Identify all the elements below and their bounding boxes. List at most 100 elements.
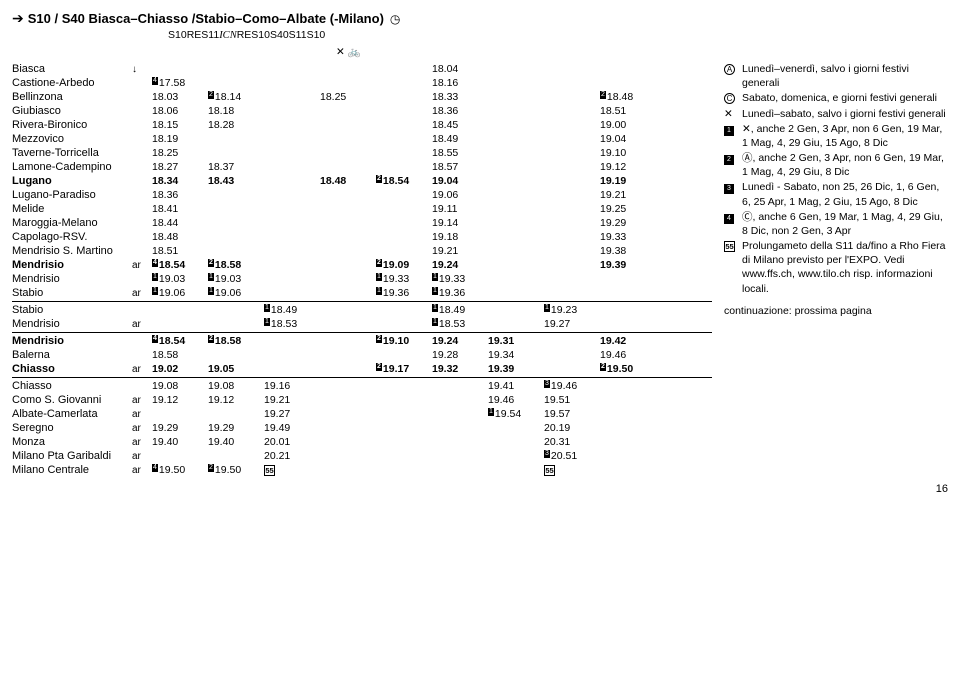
time-cell: 119.06 <box>208 287 264 299</box>
note-line: ✕Lunedì–sabato, salvo i giorni festivi g… <box>724 107 948 121</box>
time-cell: 219.09 <box>376 259 432 271</box>
time-cell: 119.36 <box>376 287 432 299</box>
station-name: Castione-Arbedo <box>12 77 132 89</box>
table-row: Stabio118.49118.49119.23 <box>12 303 712 317</box>
divider <box>12 377 712 378</box>
time-cell: 19.40 <box>152 436 208 448</box>
time-cell: 218.14 <box>208 91 264 103</box>
time-cell: 19.32 <box>432 363 488 375</box>
time-cell: 219.17 <box>376 363 432 375</box>
time-cell: 19.12 <box>152 394 208 406</box>
time-cell: 19.00 <box>600 119 656 131</box>
header: ➔ S10 / S40 Biasca–Chiasso /Stabio–Como–… <box>12 10 948 27</box>
note-text: Lunedì - Sabato, non 25, 26 Dic, 1, 6 Ge… <box>742 180 948 208</box>
time-cell: 18.04 <box>432 63 488 75</box>
time-cell: 19.39 <box>488 363 544 375</box>
time-cell: 19.04 <box>600 133 656 145</box>
station-name: Rivera-Bironico <box>12 119 132 131</box>
station-name: Chiasso <box>12 380 132 392</box>
time-cell: 18.03 <box>152 91 208 103</box>
arrival-marker: ar <box>132 465 152 476</box>
note-symbol: 2 <box>724 151 742 179</box>
time-cell: 19.27 <box>264 408 320 420</box>
time-cell: 19.29 <box>208 422 264 434</box>
service-label: S10 <box>307 29 326 41</box>
arrival-marker: ar <box>132 423 152 434</box>
time-cell: 19.08 <box>152 380 208 392</box>
arrival-marker: ↓ <box>132 64 152 75</box>
station-name: Mendrisio <box>12 259 132 271</box>
time-cell: 19.05 <box>208 363 264 375</box>
time-cell: 19.24 <box>432 335 488 347</box>
note-symbol: A <box>724 62 742 90</box>
table-row: Como S. Giovanniar19.1219.1219.2119.4619… <box>12 393 712 407</box>
note-symbol: 4 <box>724 210 742 238</box>
time-cell: 18.15 <box>152 119 208 131</box>
continuation-text: continuazione: prossima pagina <box>724 304 948 318</box>
time-cell: 18.58 <box>152 349 208 361</box>
time-cell: 18.34 <box>152 175 208 187</box>
table-row: Chiassoar19.0219.05219.1719.3219.39219.5… <box>12 362 712 376</box>
time-cell: 19.46 <box>488 394 544 406</box>
time-cell: 20.31 <box>544 436 600 448</box>
time-cell: 19.51 <box>544 394 600 406</box>
station-name: Stabio <box>12 304 132 316</box>
table-row: Mendrisioar118.53118.5319.27 <box>12 317 712 331</box>
time-cell: 19.25 <box>600 203 656 215</box>
table-row: Milano Centralear419.50219.505555 <box>12 463 712 477</box>
time-cell: 417.58 <box>152 77 208 89</box>
time-cell: 55 <box>264 464 320 476</box>
symbols-row: ✕ 🚲 <box>28 45 948 58</box>
table-row: Castione-Arbedo417.5818.16 <box>12 76 712 90</box>
station-name: Albate-Camerlata <box>12 408 132 420</box>
station-name: Lugano-Paradiso <box>12 189 132 201</box>
service-label: RE <box>187 29 202 41</box>
time-cell: 18.51 <box>152 245 208 257</box>
service-label: S10 <box>168 29 187 41</box>
time-cell: 19.21 <box>600 189 656 201</box>
table-row: Capolago-RSV.18.4819.1819.33 <box>12 230 712 244</box>
time-cell: 19.31 <box>488 335 544 347</box>
time-cell: 19.42 <box>600 335 656 347</box>
station-name: Chiasso <box>12 363 132 375</box>
time-cell: 18.41 <box>152 203 208 215</box>
station-name: Lugano <box>12 175 132 187</box>
note-text: ✕, anche 2 Gen, 3 Apr, non 6 Gen, 19 Mar… <box>742 122 948 150</box>
table-row: Albate-Camerlataar19.27119.5419.57 <box>12 407 712 421</box>
time-cell: 19.41 <box>488 380 544 392</box>
time-cell: 19.06 <box>432 189 488 201</box>
station-name: Mendrisio <box>12 318 132 330</box>
table-row: Seregnoar19.2919.2919.4920.19 <box>12 421 712 435</box>
time-cell: 19.12 <box>600 161 656 173</box>
note-symbol: 55 <box>724 239 742 296</box>
note-symbol: 1 <box>724 122 742 150</box>
note-text: Lunedì–venerdì, salvo i giorni festivi g… <box>742 62 948 90</box>
time-cell: 118.49 <box>264 304 320 316</box>
notes-column: ALunedì–venerdì, salvo i giorni festivi … <box>712 62 948 477</box>
time-cell: 18.44 <box>152 217 208 229</box>
time-cell: 118.49 <box>432 304 488 316</box>
time-cell: 19.10 <box>600 147 656 159</box>
time-cell: 18.55 <box>432 147 488 159</box>
arrival-marker: ar <box>132 395 152 406</box>
time-cell: 219.50 <box>208 464 264 476</box>
table-row: Lamone-Cadempino18.2718.3718.5719.12 <box>12 160 712 174</box>
time-cell: 19.04 <box>432 175 488 187</box>
time-cell: 218.48 <box>600 91 656 103</box>
time-cell: 119.06 <box>152 287 208 299</box>
station-name: Stabio <box>12 287 132 299</box>
station-name: Mendrisio S. Martino <box>12 245 132 257</box>
time-cell: 119.33 <box>432 273 488 285</box>
table-row: Maroggia-Melano18.4419.1419.29 <box>12 216 712 230</box>
time-cell: 118.53 <box>432 318 488 330</box>
arrival-marker: ar <box>132 437 152 448</box>
service-label: S11 <box>289 29 307 41</box>
station-name: Bellinzona <box>12 91 132 103</box>
time-cell: 19.38 <box>600 245 656 257</box>
station-name: Maroggia-Melano <box>12 217 132 229</box>
arrival-marker: ar <box>132 364 152 375</box>
icons: ✕ 🚲 <box>336 45 392 58</box>
note-line: 4Ⓒ, anche 6 Gen, 19 Mar, 1 Mag, 4, 29 Gi… <box>724 210 948 238</box>
time-cell: 20.21 <box>264 450 320 462</box>
note-line: ALunedì–venerdì, salvo i giorni festivi … <box>724 62 948 90</box>
